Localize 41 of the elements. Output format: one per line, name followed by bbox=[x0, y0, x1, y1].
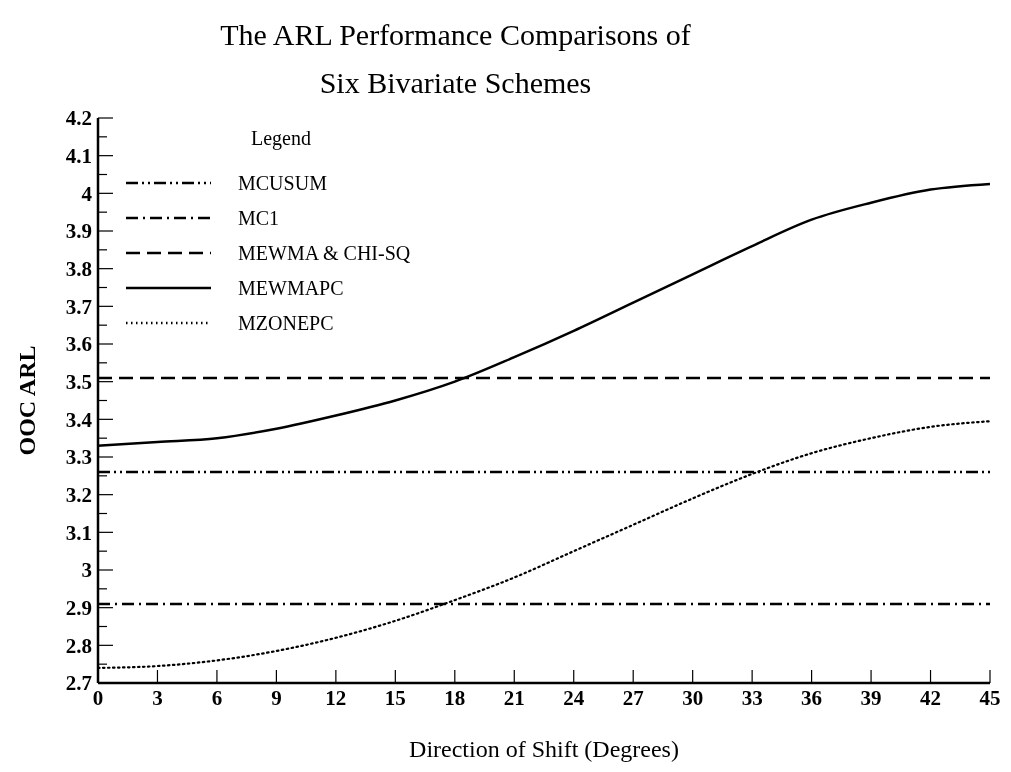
x-tick-label: 3 bbox=[152, 686, 163, 710]
x-tick-label: 36 bbox=[801, 686, 823, 710]
y-tick-label: 2.8 bbox=[65, 633, 92, 658]
x-tick-label: 21 bbox=[503, 686, 525, 710]
y-tick-label: 4.2 bbox=[65, 106, 92, 131]
y-tick-label: 3.5 bbox=[65, 370, 92, 395]
x-tick-label: 6 bbox=[211, 686, 223, 710]
x-tick-label: 12 bbox=[325, 686, 347, 710]
x-axis-title: Direction of Shift (Degrees) bbox=[409, 736, 679, 762]
x-tick-label: 42 bbox=[920, 686, 942, 710]
x-tick-label: 30 bbox=[682, 686, 704, 710]
x-tick-label: 33 bbox=[741, 686, 763, 710]
legend-label: MCUSUM bbox=[238, 172, 328, 194]
x-tick-label: 39 bbox=[860, 686, 882, 710]
y-tick-label: 4 bbox=[81, 181, 93, 206]
x-tick-label: 24 bbox=[563, 686, 585, 710]
x-tick-label: 45 bbox=[979, 686, 1001, 710]
legend-label: MZONEPC bbox=[238, 312, 334, 334]
y-tick-label: 3.6 bbox=[65, 332, 92, 357]
legend-label: MEWMA & CHI-SQ bbox=[238, 242, 411, 264]
chart-title: The ARL Performance Comparisons of Six Bivariate Schemes bbox=[220, 18, 691, 99]
y-tick-label: 2.9 bbox=[65, 596, 92, 621]
y-tick-label: 3.1 bbox=[65, 520, 92, 545]
y-tick-label: 3.9 bbox=[65, 219, 92, 244]
x-tick-label: 18 bbox=[444, 686, 466, 710]
y-tick-label: 3 bbox=[81, 558, 92, 583]
x-tick-label: 27 bbox=[622, 686, 644, 710]
y-tick-label: 3.8 bbox=[65, 257, 92, 282]
y-tick-label: 3.4 bbox=[65, 407, 93, 432]
y-tick-label: 4.1 bbox=[65, 144, 92, 169]
y-tick-label: 3.2 bbox=[65, 483, 92, 508]
legend-title: Legend bbox=[251, 127, 311, 150]
y-tick-label: 3.7 bbox=[65, 294, 92, 319]
legend-label: MC1 bbox=[238, 207, 280, 229]
x-tick-label: 0 bbox=[92, 686, 104, 710]
x-tick-label: 15 bbox=[384, 686, 406, 710]
y-axis-title: OOC ARL bbox=[14, 345, 40, 456]
legend-label: MEWMAPC bbox=[238, 277, 344, 299]
y-tick-label: 3.3 bbox=[65, 445, 92, 470]
x-tick-label: 9 bbox=[271, 686, 282, 710]
y-tick-label: 2.7 bbox=[65, 671, 92, 696]
